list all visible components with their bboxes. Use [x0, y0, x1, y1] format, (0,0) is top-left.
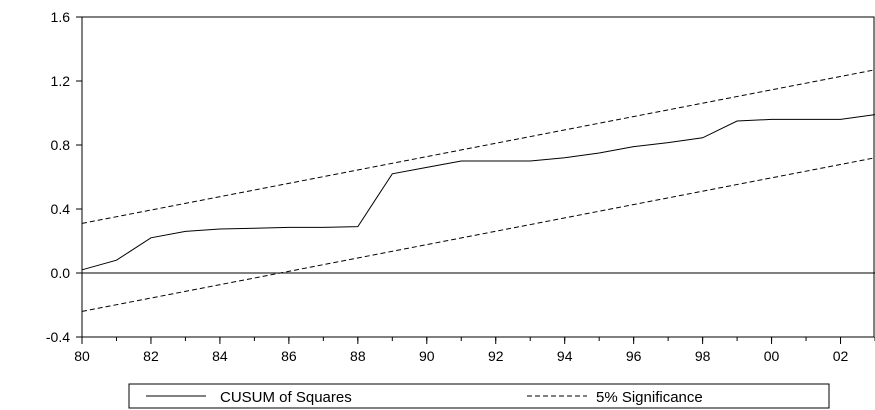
legend-box [128, 383, 830, 409]
x-tick-label: 90 [419, 348, 435, 364]
x-tick-label: 86 [281, 348, 297, 364]
x-tick-label: 98 [695, 348, 711, 364]
y-tick-label: -0.4 [46, 329, 70, 345]
y-tick-label: 1.2 [51, 73, 71, 89]
legend-label-cusum: CUSUM of Squares [220, 389, 352, 406]
x-tick-label: 00 [764, 348, 780, 364]
x-tick-label: 82 [143, 348, 159, 364]
y-tick-label: 0.4 [51, 201, 71, 217]
y-tick-label: 0.8 [51, 137, 71, 153]
x-tick-label: 80 [74, 348, 90, 364]
series-layer [81, 69, 875, 312]
x-tick-label: 88 [350, 348, 366, 364]
x-tick-label: 84 [212, 348, 228, 364]
x-tick-label: 92 [488, 348, 504, 364]
lower-significance-bound [81, 157, 875, 312]
x-tick-label: 02 [833, 348, 849, 364]
upper-significance-bound [81, 69, 875, 224]
legend-label-significance: 5% Significance [596, 389, 703, 406]
y-tick-label: 0.0 [51, 265, 71, 281]
x-tick-label: 94 [557, 348, 573, 364]
plot-area [81, 16, 875, 338]
y-tick-label: 1.6 [51, 9, 71, 25]
legend: CUSUM of Squares 5% Significance [128, 383, 830, 409]
x-tick-label: 96 [626, 348, 642, 364]
y-axis: -0.4 0.0 0.4 0.8 1.2 1.6 [46, 9, 82, 345]
cusum-of-squares-line [81, 114, 875, 271]
x-axis: 80 82 84 86 88 90 92 94 96 98 00 02 [74, 337, 875, 364]
plot-frame [81, 16, 875, 338]
